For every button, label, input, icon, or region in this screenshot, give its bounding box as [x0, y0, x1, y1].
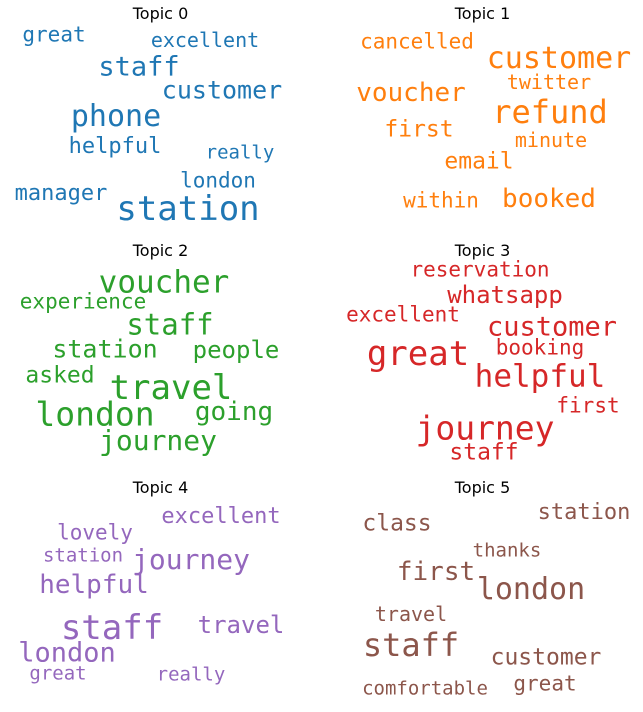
word-reservation: reservation [410, 257, 550, 282]
word-voucher: voucher [98, 264, 230, 301]
word-helpful: helpful [39, 570, 149, 600]
word-travel: travel [109, 368, 233, 408]
word-first: first [556, 393, 620, 418]
word-email: email [444, 148, 514, 175]
word-voucher: voucher [356, 78, 466, 108]
word-whatsapp: whatsapp [447, 281, 563, 309]
word-london: london [180, 168, 256, 193]
word-staff: staff [60, 608, 164, 648]
word-twitter: twitter [506, 70, 592, 94]
topic-panel-0: Topic 0 [0, 0, 321, 237]
word-staff: staff [362, 626, 460, 664]
topic-panel-1: Topic 1 [322, 0, 643, 237]
word-booking: booking [495, 335, 585, 360]
topic-panel-4: Topic 4 [0, 474, 321, 711]
word-first: first [396, 557, 476, 587]
word-customer: customer [486, 41, 632, 76]
word-travel: travel [374, 602, 448, 626]
word-really: really [205, 141, 275, 164]
topic-panel-5: Topic 5 [322, 474, 643, 711]
word-great: great [22, 22, 86, 47]
word-first: first [384, 116, 454, 143]
word-within: within [403, 188, 479, 213]
word-staff: staff [449, 439, 519, 466]
word-people: people [192, 336, 280, 364]
word-excellent: excellent [161, 504, 281, 529]
word-london: london [476, 572, 586, 607]
panel-title: Topic 2 [132, 241, 189, 260]
word-lovely: lovely [57, 520, 133, 545]
word-comfortable: comfortable [362, 677, 488, 700]
word-journey: journey [415, 408, 555, 448]
word-booked: booked [502, 184, 596, 214]
panel-title: Topic 5 [454, 478, 511, 497]
word-staff: staff [126, 307, 214, 342]
word-customer: customer [486, 311, 618, 343]
word-excellent: excellent [150, 28, 260, 52]
word-cancelled: cancelled [360, 29, 474, 54]
word-helpful: helpful [474, 358, 606, 395]
word-london: london [18, 637, 116, 669]
panel-title: Topic 4 [132, 478, 189, 497]
word-refund: refund [492, 93, 608, 131]
word-journey: journey [98, 424, 218, 457]
word-thanks: thanks [472, 539, 542, 562]
panel-title: Topic 1 [454, 4, 511, 23]
word-london: london [35, 394, 155, 434]
word-manager: manager [14, 181, 108, 206]
panel-title: Topic 0 [132, 4, 189, 23]
word-experience: experience [19, 289, 147, 314]
word-class: class [362, 510, 432, 537]
topic-panel-3: Topic 3 [322, 237, 643, 474]
word-great: great [513, 671, 577, 696]
word-minute: minute [514, 128, 588, 152]
word-staff: staff [98, 51, 180, 83]
word-journey: journey [131, 543, 251, 576]
word-station: station [42, 544, 124, 567]
word-customer: customer [490, 644, 602, 671]
word-great: great [29, 662, 87, 685]
word-excellent: excellent [346, 302, 460, 327]
word-customer: customer [161, 75, 283, 105]
topic-panel-2: Topic 2 [0, 237, 321, 474]
word-station: station [52, 334, 158, 364]
word-station: station [537, 500, 631, 525]
word-phone: phone [70, 99, 162, 134]
word-going: going [194, 397, 274, 427]
word-asked: asked [25, 362, 95, 389]
word-great: great [366, 334, 470, 374]
word-really: really [156, 663, 226, 686]
word-station: station [116, 189, 260, 229]
panel-title: Topic 3 [454, 241, 511, 260]
word-helpful: helpful [68, 134, 162, 159]
word-travel: travel [197, 611, 285, 639]
